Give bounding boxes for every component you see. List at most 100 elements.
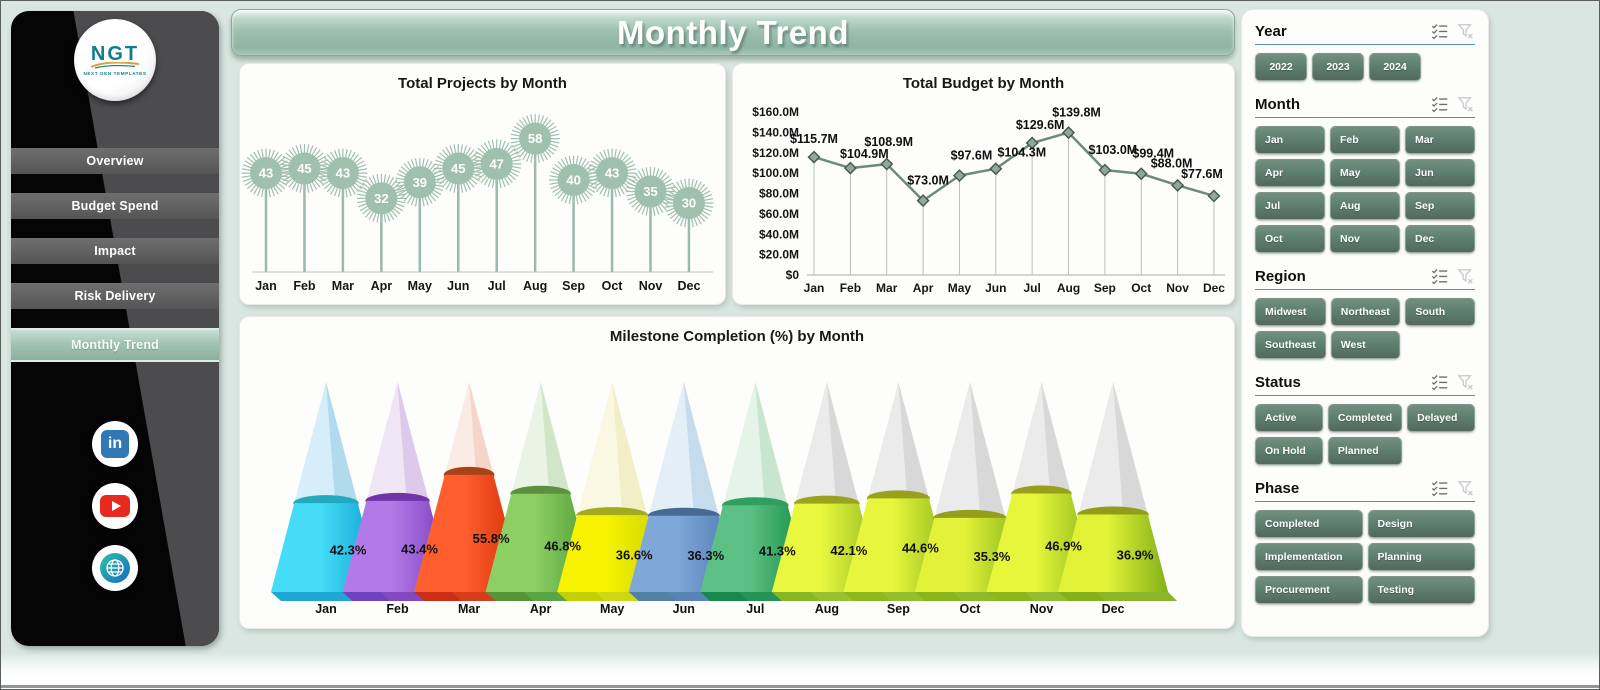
filter-month-aug[interactable]: Aug	[1330, 192, 1400, 220]
filter-region-south[interactable]: South	[1405, 298, 1475, 326]
clear-filter-icon[interactable]	[1457, 22, 1475, 40]
youtube-icon[interactable]	[92, 483, 138, 529]
projects-lollipop-chart: 43 Jan 45 Feb 43 Mar 32 Apr 39 May 45 Jun 47 Jul 58 Aug…	[241, 114, 714, 293]
select-all-icon[interactable]	[1431, 267, 1449, 285]
clear-filter-icon[interactable]	[1457, 95, 1475, 113]
sidebar-item-risk-delivery[interactable]: Risk Delivery	[11, 283, 219, 309]
filter-month-may[interactable]: May	[1330, 159, 1400, 187]
svg-text:Aug: Aug	[523, 279, 547, 293]
svg-text:$108.9M: $108.9M	[864, 135, 913, 149]
svg-text:Jul: Jul	[488, 279, 506, 293]
filter-phase-testing[interactable]: Testing	[1367, 576, 1475, 604]
sidebar-nav: Overview Budget Spend Impact Risk Delivery M…	[11, 148, 219, 381]
filter-month-mar[interactable]: Mar	[1405, 126, 1475, 154]
bottom-divider	[1, 685, 1599, 688]
filter-month-jan[interactable]: Jan	[1255, 126, 1325, 154]
clear-filter-icon[interactable]	[1457, 479, 1475, 497]
svg-text:$104.9M: $104.9M	[840, 147, 889, 161]
svg-text:46.8%: 46.8%	[544, 539, 581, 554]
milestone-chart-title: Milestone Completion (%) by Month	[609, 328, 865, 345]
svg-text:$20.0M: $20.0M	[759, 248, 799, 262]
filter-year-2024[interactable]: 2024	[1369, 53, 1421, 81]
svg-text:Feb: Feb	[293, 279, 316, 293]
svg-text:$104.3M: $104.3M	[997, 146, 1046, 160]
filter-section-region: Region Midwest Northeast South Southeast West	[1255, 267, 1475, 359]
sidebar-item-impact[interactable]: Impact	[11, 238, 219, 264]
svg-text:Dec: Dec	[1203, 281, 1225, 295]
filter-phase-design[interactable]: Design	[1367, 510, 1475, 538]
filter-section-header: Phase	[1255, 479, 1475, 502]
filter-section-title-phase: Phase	[1255, 479, 1300, 497]
clear-filter-icon[interactable]	[1457, 267, 1475, 285]
svg-text:36.6%: 36.6%	[616, 548, 653, 563]
svg-text:Jun: Jun	[673, 602, 695, 616]
filter-year-2023[interactable]: 2023	[1312, 53, 1364, 81]
filter-region-southeast[interactable]: Southeast	[1255, 331, 1326, 359]
filter-month-oct[interactable]: Oct	[1255, 225, 1325, 253]
filter-status-active[interactable]: Active	[1255, 404, 1323, 432]
filter-phase-planning[interactable]: Planning	[1367, 543, 1475, 571]
svg-text:Jun: Jun	[447, 279, 469, 293]
youtube-glyph	[100, 495, 130, 517]
filter-status-completed[interactable]: Completed	[1327, 404, 1403, 432]
select-all-icon[interactable]	[1431, 479, 1449, 497]
svg-text:Oct: Oct	[602, 279, 624, 293]
svg-text:May: May	[948, 281, 972, 295]
filter-phase-implementation[interactable]: Implementation	[1255, 543, 1363, 571]
filter-section-header: Year	[1255, 22, 1475, 45]
svg-text:43: 43	[605, 166, 619, 181]
svg-text:$140.0M: $140.0M	[752, 125, 799, 139]
select-all-icon[interactable]	[1431, 95, 1449, 113]
filter-region-west[interactable]: West	[1330, 331, 1401, 359]
svg-text:$40.0M: $40.0M	[759, 227, 799, 241]
filter-month-nov[interactable]: Nov	[1330, 225, 1400, 253]
svg-text:43: 43	[259, 166, 273, 181]
svg-text:45: 45	[451, 161, 465, 176]
projects-chart-card: Total Projects by Month 43 Jan 45 Feb 43 Mar 3…	[239, 63, 726, 305]
svg-text:58: 58	[528, 131, 542, 146]
filter-section-month: Month Jan Feb Mar Apr May Jun Jul Aug Sep Oct Nov De…	[1255, 95, 1475, 253]
svg-text:35.3%: 35.3%	[974, 549, 1011, 564]
budget-chart-title: Total Budget by Month	[902, 75, 1065, 92]
filter-status-on-hold[interactable]: On Hold	[1255, 437, 1323, 465]
website-icon[interactable]	[92, 545, 138, 591]
filter-section-status: Status Active Completed Delayed On Hold Plann…	[1255, 373, 1475, 465]
filter-status-delayed[interactable]: Delayed	[1407, 404, 1475, 432]
filter-region-northeast[interactable]: Northeast	[1330, 298, 1401, 326]
filter-year-2022[interactable]: 2022	[1255, 53, 1307, 81]
sidebar-socials: in	[11, 421, 219, 591]
sidebar-item-budget-spend[interactable]: Budget Spend	[11, 193, 219, 219]
svg-text:55.8%: 55.8%	[473, 531, 510, 546]
filter-month-dec[interactable]: Dec	[1405, 225, 1475, 253]
svg-text:40: 40	[566, 173, 580, 188]
svg-text:43: 43	[336, 166, 350, 181]
svg-text:45: 45	[297, 161, 311, 176]
globe-glyph	[100, 553, 130, 583]
filter-buttons-phase: Completed Design Implementation Planning Pro…	[1255, 510, 1475, 604]
select-all-icon[interactable]	[1431, 373, 1449, 391]
clear-filter-icon[interactable]	[1457, 373, 1475, 391]
sidebar-item-monthly-trend[interactable]: Monthly Trend	[11, 328, 219, 362]
filter-month-jul[interactable]: Jul	[1255, 192, 1325, 220]
svg-text:Apr: Apr	[371, 279, 393, 293]
filter-month-sep[interactable]: Sep	[1405, 192, 1475, 220]
linkedin-icon[interactable]: in	[92, 421, 138, 467]
filter-status-planned[interactable]: Planned	[1327, 437, 1403, 465]
milestone-cone-chart: 42.3% Jan 43.4% Feb 55.8% Mar 46.8% Apr 36.6% May…	[271, 382, 1178, 616]
filter-region-midwest[interactable]: Midwest	[1255, 298, 1326, 326]
svg-text:Jun: Jun	[985, 281, 1006, 295]
filter-phase-procurement[interactable]: Procurement	[1255, 576, 1363, 604]
svg-text:Dec: Dec	[1102, 602, 1125, 616]
select-all-icon[interactable]	[1431, 22, 1449, 40]
filter-phase-completed[interactable]: Completed	[1255, 510, 1363, 538]
svg-text:Nov: Nov	[1166, 281, 1189, 295]
svg-text:Jan: Jan	[804, 281, 825, 295]
svg-text:$77.6M: $77.6M	[1181, 167, 1223, 181]
svg-text:46.9%: 46.9%	[1045, 539, 1082, 554]
filter-month-jun[interactable]: Jun	[1405, 159, 1475, 187]
filter-month-feb[interactable]: Feb	[1330, 126, 1400, 154]
sidebar-item-overview[interactable]: Overview	[11, 148, 219, 174]
filter-month-apr[interactable]: Apr	[1255, 159, 1325, 187]
filter-section-title-region: Region	[1255, 267, 1306, 285]
